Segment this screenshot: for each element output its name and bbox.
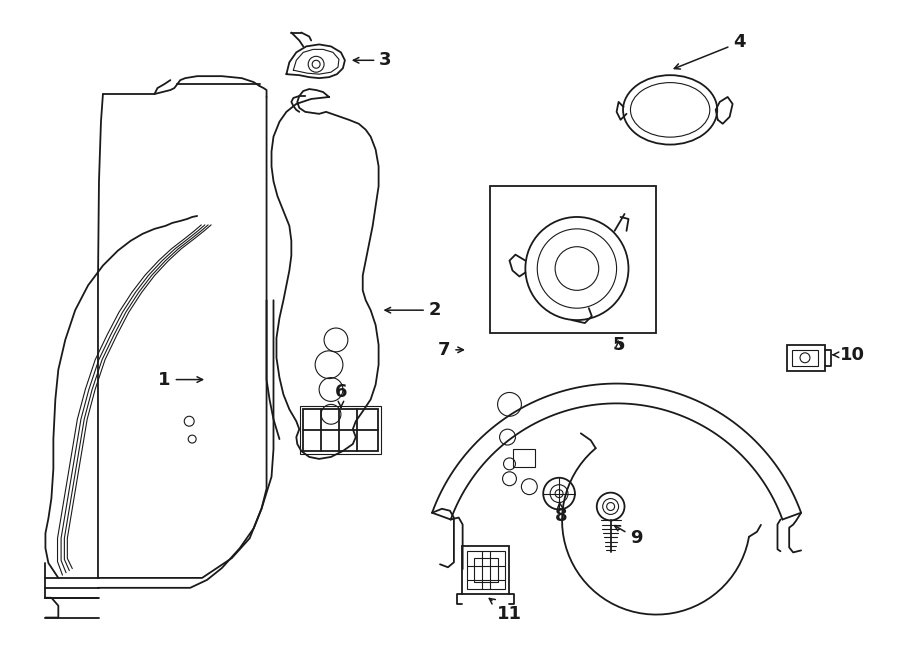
Text: 8: 8 <box>554 502 567 525</box>
Bar <box>490 186 656 333</box>
Text: 7: 7 <box>437 341 464 359</box>
Text: 5: 5 <box>612 336 625 354</box>
Text: 11: 11 <box>490 598 522 623</box>
Text: 10: 10 <box>833 346 865 364</box>
Text: 1: 1 <box>158 371 202 389</box>
Bar <box>467 551 505 589</box>
Bar <box>301 407 381 454</box>
Text: 9: 9 <box>615 525 643 547</box>
Text: 3: 3 <box>354 52 392 69</box>
Bar <box>792 350 818 366</box>
Bar <box>303 409 378 451</box>
Bar <box>788 345 824 371</box>
Bar <box>462 546 509 594</box>
Bar <box>514 449 536 467</box>
Text: 2: 2 <box>385 301 441 319</box>
Bar <box>473 558 498 582</box>
Text: 6: 6 <box>335 383 347 407</box>
Text: 4: 4 <box>674 34 746 69</box>
